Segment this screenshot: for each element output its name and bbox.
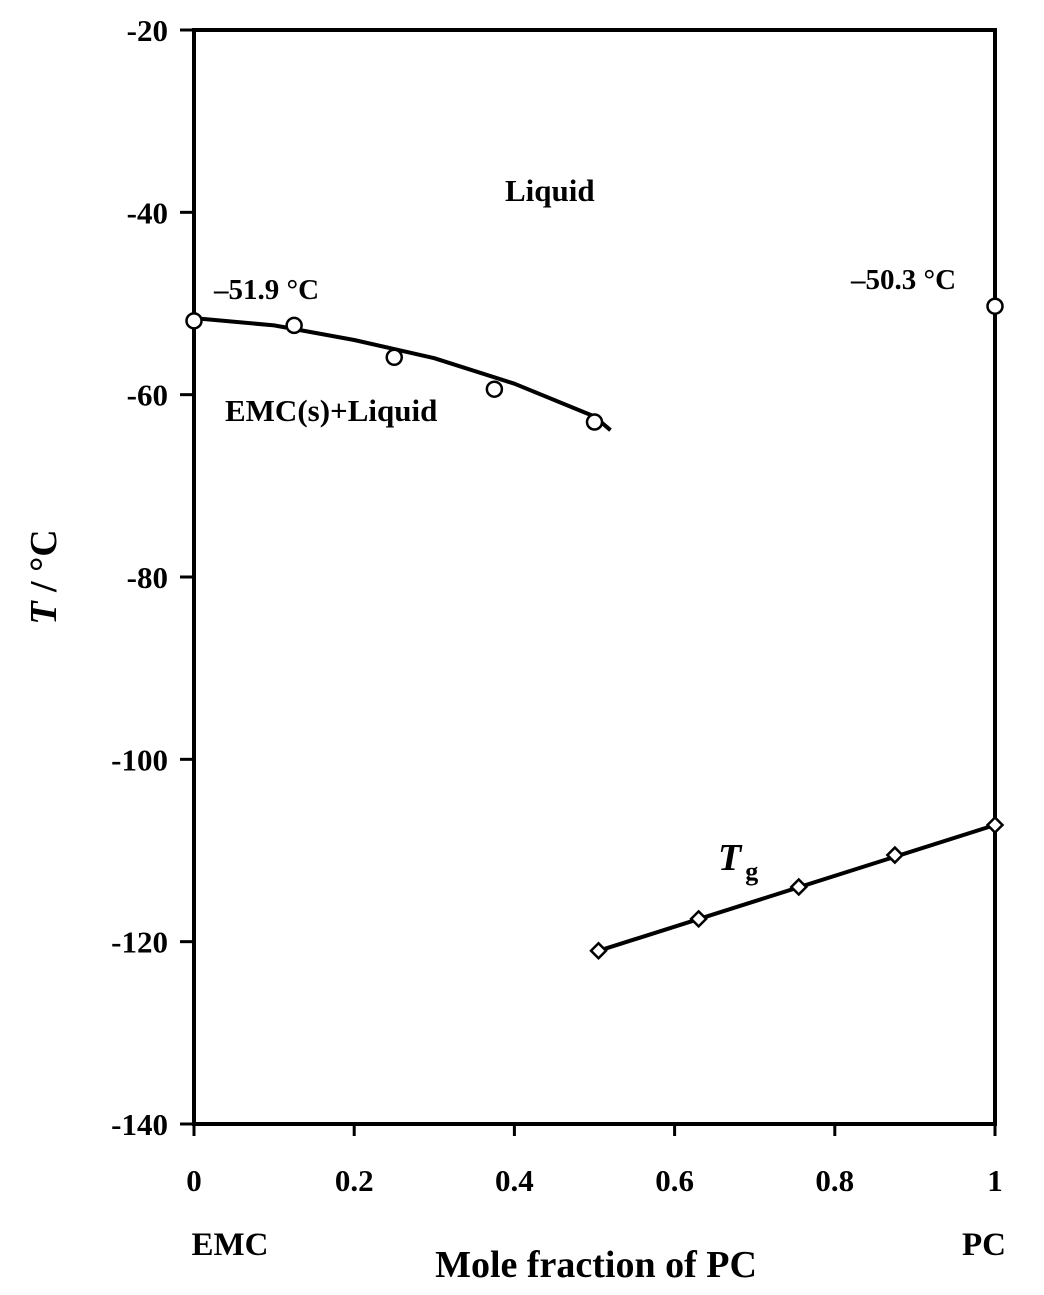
- y-tick-label: -120: [111, 925, 168, 960]
- x-axis-label: Mole fraction of PC: [435, 1244, 757, 1286]
- x-tick-label: 0.8: [815, 1163, 854, 1198]
- annotation-tg-main: T: [718, 837, 743, 879]
- annotation-pc-melting-point: –50.3 °C: [850, 264, 956, 296]
- diamond-data-point: [985, 815, 1005, 835]
- series-markers: [185, 297, 1005, 961]
- circle-data-point: [285, 316, 303, 335]
- diamond-data-point: [689, 909, 708, 929]
- diamond-data-point: [789, 877, 809, 897]
- y-tick-label: -20: [127, 13, 168, 48]
- x-axis-ticks: 0 0.2 0.4 0.6 0.8 1: [186, 1124, 1003, 1198]
- circle-data-point: [185, 312, 203, 330]
- circle-data-point: [485, 380, 504, 398]
- circle-data-point: [986, 297, 1004, 315]
- x-tick-label: 0.2: [335, 1163, 374, 1198]
- circle-data-point: [385, 348, 403, 367]
- diamond-data-point: [885, 845, 905, 865]
- x-axis-left-end-label: EMC: [192, 1227, 269, 1263]
- y-tick-label: -100: [111, 742, 168, 777]
- x-tick-label: 1: [987, 1163, 1003, 1198]
- y-tick-label: -60: [127, 378, 168, 413]
- circle-data-point: [585, 413, 604, 431]
- y-axis-ticks: -20 -40 -60 -80 -100 -120 -140: [111, 13, 194, 1142]
- x-tick-label: 0: [186, 1163, 202, 1198]
- annotation-emc-melting-point: –51.9 °C: [213, 274, 319, 306]
- x-tick-label: 0.4: [495, 1163, 534, 1198]
- x-tick-label: 0.6: [655, 1163, 694, 1198]
- y-axis-label-italic: T: [23, 600, 65, 625]
- annotation-tg-subscript: g: [745, 857, 758, 886]
- y-tick-label: -80: [127, 560, 168, 595]
- x-axis-right-end-label: PC: [962, 1227, 1006, 1263]
- diamond-data-point: [589, 941, 608, 961]
- y-tick-label: -40: [127, 195, 168, 230]
- annotation-liquid: Liquid: [505, 173, 595, 208]
- y-axis-label: T / °C: [23, 529, 65, 624]
- annotation-emc-solid-liquid: EMC(s)+Liquid: [225, 393, 437, 428]
- y-axis-label-unit: / °C: [23, 529, 65, 601]
- y-tick-label: -140: [111, 1107, 168, 1142]
